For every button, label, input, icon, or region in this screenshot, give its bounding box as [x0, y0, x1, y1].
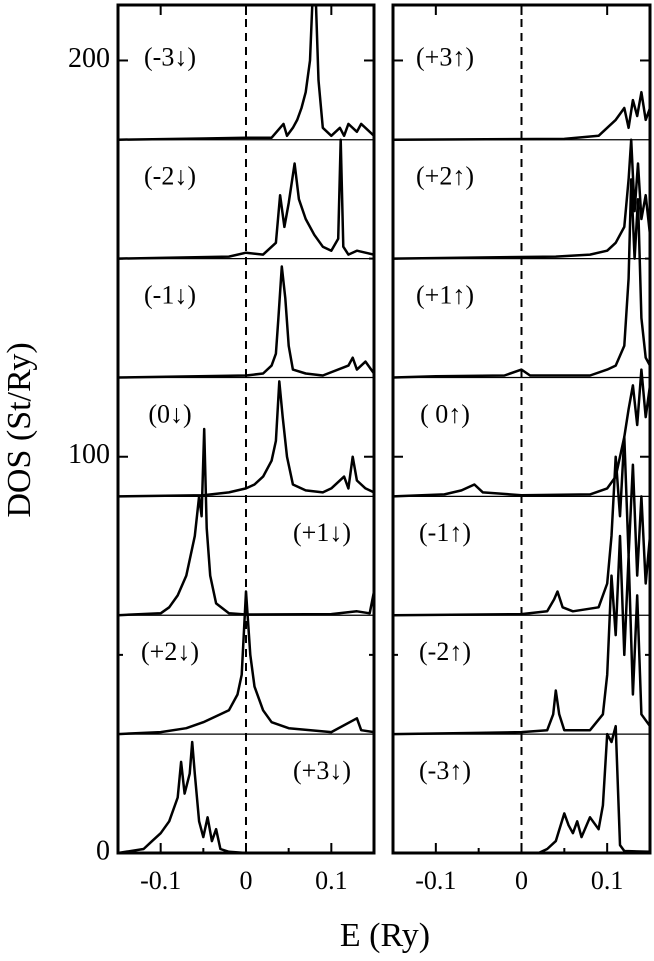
series-label: (0↓) [148, 399, 191, 428]
series-label: (+1↑) [416, 280, 474, 309]
dos-curve [118, 265, 374, 379]
dos-curve [393, 138, 650, 260]
series-label: (-2↓) [144, 162, 196, 191]
x-tick-label: -0.1 [140, 866, 181, 895]
dos-curve [118, 590, 374, 736]
panel-frame [116, 3, 376, 855]
x-axis-label: E (Ry) [340, 917, 430, 954]
x-tick-label: 0 [515, 866, 528, 895]
x-tick-label: 0.1 [591, 866, 624, 895]
x-tick-label: -0.1 [415, 866, 456, 895]
y-tick-label: 100 [68, 439, 110, 470]
dos-curve [393, 368, 650, 498]
series-label: (-1↓) [144, 280, 196, 309]
dos-curve [118, 5, 374, 141]
x-tick-label: 0 [240, 866, 253, 895]
dos-curve [393, 534, 650, 736]
series-label: (+2↑) [416, 162, 474, 191]
series-label: (-1↑) [419, 518, 471, 547]
panel-plot [393, 90, 650, 853]
dos-curve [118, 427, 374, 617]
dos-curve [118, 138, 374, 260]
series-label: (+2↓) [141, 637, 199, 666]
series-label: (+3↓) [293, 756, 351, 785]
series-label: (-3↓) [144, 43, 196, 72]
series-label: (+1↓) [293, 518, 351, 547]
y-axis-label: DOS (St/Ry) [1, 342, 38, 517]
y-tick-label: 0 [96, 835, 110, 866]
series-label: ( 0↑) [420, 399, 470, 428]
series-label: (+3↑) [416, 43, 474, 72]
dos-curve [118, 380, 374, 498]
dos-curve [393, 724, 650, 853]
dos-curve [118, 740, 374, 853]
series-label: (-3↑) [419, 756, 471, 785]
dos-curve [393, 435, 650, 617]
dos-curve [393, 90, 650, 141]
y-tick-label: 200 [68, 43, 110, 74]
panel-frame [391, 3, 652, 855]
series-label: (-2↑) [419, 637, 471, 666]
x-tick-label: 0.1 [315, 866, 348, 895]
panel-plot [118, 5, 374, 853]
